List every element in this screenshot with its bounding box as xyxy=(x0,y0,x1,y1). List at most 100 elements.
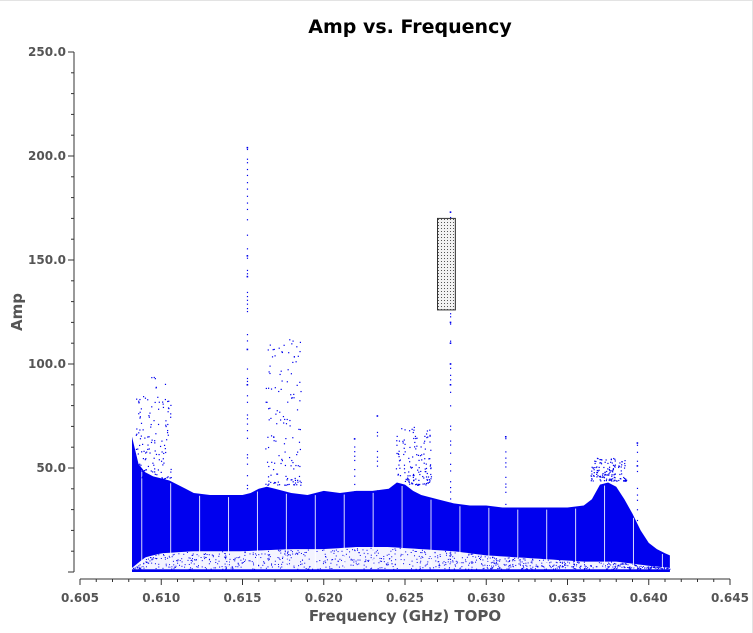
data-point xyxy=(552,565,554,567)
y-tick-label: 100.0 xyxy=(28,357,66,371)
data-point xyxy=(507,557,509,559)
data-point xyxy=(144,477,146,479)
data-point xyxy=(455,560,457,562)
data-point xyxy=(408,480,410,482)
data-point xyxy=(149,560,151,562)
data-point xyxy=(624,567,626,569)
data-point xyxy=(472,553,474,555)
data-point xyxy=(439,556,441,558)
data-point xyxy=(415,550,417,552)
data-point xyxy=(401,554,403,556)
data-point xyxy=(403,439,405,441)
data-point xyxy=(426,437,428,439)
data-point xyxy=(398,456,400,458)
data-point xyxy=(353,438,356,440)
data-point xyxy=(661,568,663,570)
data-point xyxy=(398,460,401,462)
data-point xyxy=(286,552,288,554)
data-point xyxy=(504,558,506,560)
data-point xyxy=(588,568,590,570)
data-point xyxy=(274,563,276,565)
data-point xyxy=(603,474,606,476)
data-point xyxy=(422,557,424,559)
data-point xyxy=(450,561,452,563)
data-point xyxy=(273,482,275,485)
data-point xyxy=(544,568,546,570)
data-point xyxy=(505,503,507,506)
data-point xyxy=(151,559,153,561)
data-point xyxy=(244,554,246,556)
data-point xyxy=(572,566,574,568)
data-point xyxy=(280,388,282,390)
data-point xyxy=(354,459,356,462)
data-point xyxy=(470,561,472,563)
data-point xyxy=(279,419,282,421)
data-point xyxy=(293,565,295,567)
y-tick-label: 150.0 xyxy=(28,253,66,267)
data-point xyxy=(620,563,622,565)
data-point xyxy=(481,563,483,565)
data-point xyxy=(449,552,451,554)
data-point xyxy=(487,558,489,560)
data-point xyxy=(205,553,207,555)
data-point xyxy=(342,565,344,567)
data-point xyxy=(559,565,561,567)
data-point xyxy=(337,551,339,553)
data-point xyxy=(191,559,193,561)
data-point xyxy=(293,484,296,486)
data-point xyxy=(592,467,594,469)
data-point xyxy=(602,476,604,478)
data-point xyxy=(255,556,257,558)
data-point xyxy=(505,462,507,464)
data-point xyxy=(290,557,292,559)
data-point xyxy=(636,460,639,462)
data-point xyxy=(623,476,625,479)
data-point xyxy=(276,473,278,475)
data-point xyxy=(622,563,624,565)
data-point xyxy=(403,453,405,456)
data-point xyxy=(262,564,264,566)
data-point xyxy=(564,567,566,569)
data-point xyxy=(197,566,199,568)
data-point xyxy=(224,556,226,558)
data-point xyxy=(634,564,636,566)
data-point xyxy=(190,559,192,561)
data-point xyxy=(210,568,212,570)
data-point xyxy=(160,460,163,462)
data-point xyxy=(648,566,650,568)
data-point xyxy=(416,558,418,560)
data-point xyxy=(426,478,428,481)
data-point xyxy=(270,481,272,484)
data-point xyxy=(364,561,366,563)
data-point xyxy=(279,411,281,413)
data-point xyxy=(163,478,165,480)
data-point xyxy=(628,566,630,568)
data-point xyxy=(309,566,311,568)
data-point xyxy=(613,474,615,476)
data-point xyxy=(594,462,596,465)
data-point xyxy=(443,564,445,566)
data-point xyxy=(350,558,352,560)
data-point xyxy=(409,466,412,468)
data-point xyxy=(308,568,310,570)
data-point xyxy=(274,355,276,357)
data-point xyxy=(578,562,580,564)
data-point xyxy=(419,483,421,486)
data-point xyxy=(192,553,194,555)
data-point xyxy=(335,555,337,557)
data-point xyxy=(276,410,278,412)
data-point xyxy=(284,451,286,453)
data-point xyxy=(394,564,396,566)
data-point xyxy=(430,476,433,478)
data-point xyxy=(508,560,510,562)
data-point xyxy=(628,567,630,569)
data-point xyxy=(412,565,414,567)
data-point xyxy=(160,557,162,559)
data-point xyxy=(564,563,566,565)
data-point xyxy=(287,550,289,552)
data-point xyxy=(286,418,288,421)
data-point xyxy=(621,464,623,466)
data-point xyxy=(246,219,249,221)
data-point xyxy=(141,477,143,479)
